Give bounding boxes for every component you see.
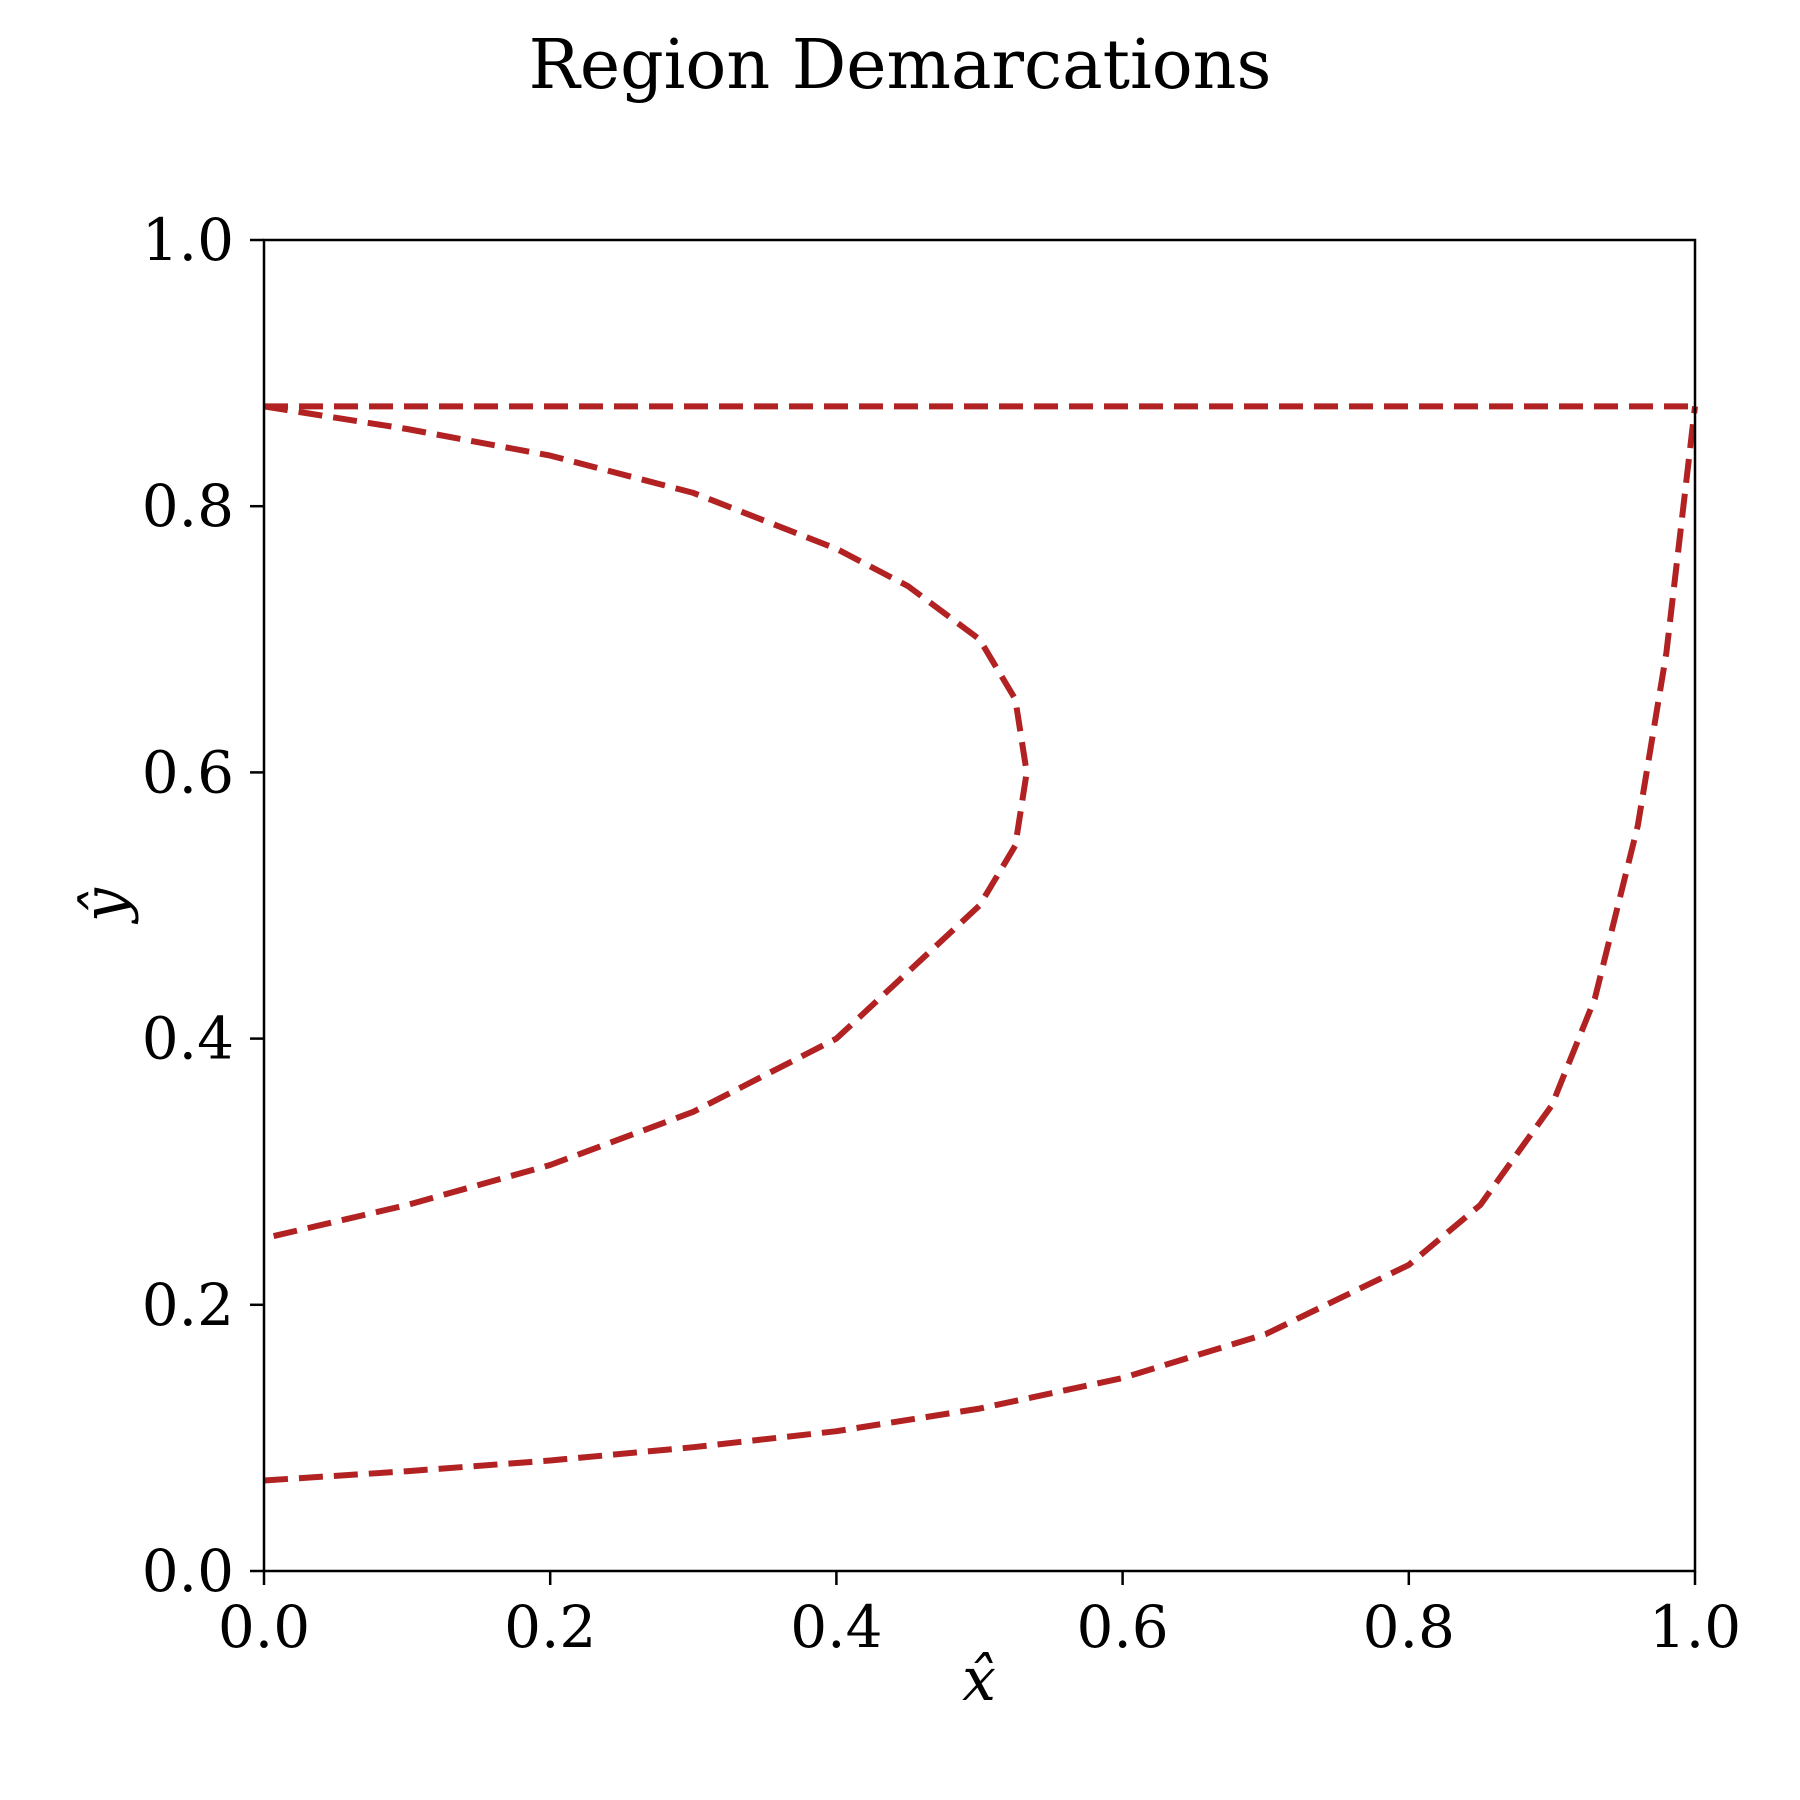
y-tick-label: 0.2 [142,1271,234,1339]
y-tick-label: 0.0 [142,1537,234,1605]
x-tick-label: 0.4 [790,1593,882,1661]
y-tick-label: 0.6 [142,738,234,806]
x-tick-label: 0.6 [1076,1593,1168,1661]
series-line-2 [263,403,1030,1242]
y-tick-label: 0.8 [142,472,234,540]
x-tick-label: 0.8 [1363,1593,1455,1661]
chart-title: Region Demarcations [529,26,1272,105]
y-tick-label: 1.0 [142,206,234,274]
axes: 0.0 0.2 0.4 0.6 0.8 1.0 0.0 0.2 0.4 0.6 0.8 1.0 [142,206,1741,1661]
x-tick-label: 1.0 [1649,1593,1741,1661]
y-tick-label: 0.4 [142,1005,234,1073]
x-axis-label: x̂ [962,1645,996,1715]
series-line-3 [263,406,1698,1484]
x-tick-label: 0.2 [504,1593,596,1661]
plot-area [263,403,1698,1484]
plot-frame [262,238,1697,1573]
x-tick-label: 0.0 [218,1593,310,1661]
y-axis-label: ŷ [70,887,140,925]
